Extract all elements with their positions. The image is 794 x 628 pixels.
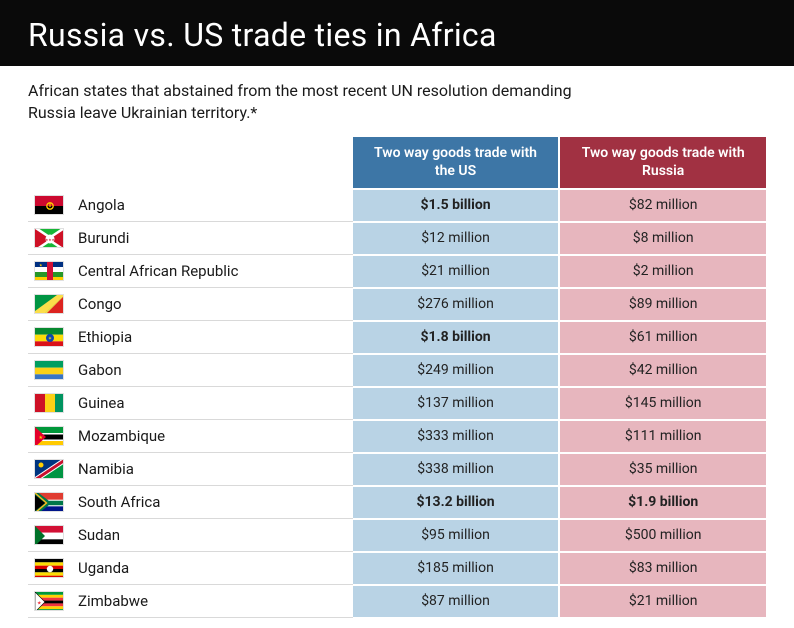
flag-icon [34,492,64,512]
russia-trade-value: $500 million [559,519,766,552]
country-name: Uganda [78,559,129,577]
country-cell: ★ Central African Republic [28,255,353,288]
country-cell: Namibia [28,453,353,486]
russia-trade-value: $2 million [559,255,766,288]
us-trade-value: $185 million [353,552,560,585]
us-trade-value: $87 million [353,585,560,618]
table-row: Gabon $249 million$42 million [28,354,766,387]
svg-text:★: ★ [39,263,43,268]
column-country-blank [28,137,353,189]
column-us-header: Two way goods trade with the US [353,137,560,189]
country-name: Mozambique [78,427,165,445]
flag-icon [34,525,64,545]
table-row: ★ Zimbabwe $87 million$21 million [28,585,766,618]
country-name: Zimbabwe [78,592,148,610]
russia-trade-value: $21 million [559,585,766,618]
country-cell: ✶ Ethiopia [28,321,353,354]
flag-icon [34,459,64,479]
flag-icon [34,393,64,413]
us-trade-value: $276 million [353,288,560,321]
table-row: ★★★ Burundi $12 million$8 million [28,222,766,255]
us-trade-value: $1.8 billion [353,321,560,354]
russia-trade-value: $1.9 billion [559,486,766,519]
russia-trade-value: $8 million [559,222,766,255]
svg-text:★: ★ [39,435,44,441]
table-row: Guinea $137 million$145 million [28,387,766,420]
country-name: Sudan [78,526,120,544]
russia-trade-value: $61 million [559,321,766,354]
country-cell: ★ Mozambique [28,420,353,453]
country-name: Guinea [78,394,125,412]
trade-table: Two way goods trade with the US Two way … [28,137,766,619]
table-row: Namibia $338 million$35 million [28,453,766,486]
russia-trade-value: $111 million [559,420,766,453]
russia-trade-value: $42 million [559,354,766,387]
table-row: South Africa $13.2 billion$1.9 billion [28,486,766,519]
country-cell: Uganda [28,552,353,585]
us-trade-value: $95 million [353,519,560,552]
country-name: Namibia [78,460,134,478]
country-name: Angola [78,196,125,214]
country-cell: Congo [28,288,353,321]
russia-trade-value: $82 million [559,189,766,222]
subtitle-text: African states that abstained from the m… [0,66,620,137]
flag-icon: ✶ [34,327,64,347]
country-cell: ★★★ Burundi [28,222,353,255]
russia-trade-value: $145 million [559,387,766,420]
table-row: ★ Mozambique $333 million$111 million [28,420,766,453]
table-row: Sudan $95 million$500 million [28,519,766,552]
country-cell: Guinea [28,387,353,420]
svg-text:★: ★ [37,601,42,607]
table-row: ★ Central African Republic $21 million$2… [28,255,766,288]
country-cell: Sudan [28,519,353,552]
table-row: ✶ Ethiopia $1.8 billion$61 million [28,321,766,354]
flag-icon: ★ [34,261,64,281]
table-row: Uganda $185 million$83 million [28,552,766,585]
country-cell: Gabon [28,354,353,387]
country-cell: South Africa [28,486,353,519]
page-title: Russia vs. US trade ties in Africa [28,16,766,54]
trade-table-wrap: Two way goods trade with the US Two way … [0,137,794,619]
us-trade-value: $1.5 billion [353,189,560,222]
flag-icon [34,360,64,380]
country-name: Burundi [78,229,129,247]
flag-icon [34,558,64,578]
country-name: South Africa [78,493,160,511]
svg-text:✶: ✶ [48,336,52,342]
flag-icon: ★ [34,591,64,611]
flag-icon: ★ [34,426,64,446]
table-header-row: Two way goods trade with the US Two way … [28,137,766,189]
column-ru-header: Two way goods trade with Russia [559,137,766,189]
svg-text:★★★: ★★★ [45,238,55,242]
flag-icon [34,294,64,314]
us-trade-value: $333 million [353,420,560,453]
us-trade-value: $338 million [353,453,560,486]
title-bar: Russia vs. US trade ties in Africa [0,0,794,66]
russia-trade-value: $35 million [559,453,766,486]
us-trade-value: $249 million [353,354,560,387]
table-row: Angola $1.5 billion$82 million [28,189,766,222]
us-trade-value: $13.2 billion [353,486,560,519]
us-trade-value: $12 million [353,222,560,255]
country-name: Central African Republic [78,262,238,280]
country-name: Congo [78,295,122,313]
russia-trade-value: $83 million [559,552,766,585]
russia-trade-value: $89 million [559,288,766,321]
table-row: Congo $276 million$89 million [28,288,766,321]
country-name: Ethiopia [78,328,132,346]
country-name: Gabon [78,361,122,379]
flag-icon [34,195,64,215]
us-trade-value: $21 million [353,255,560,288]
country-cell: ★ Zimbabwe [28,585,353,618]
flag-icon: ★★★ [34,228,64,248]
us-trade-value: $137 million [353,387,560,420]
country-cell: Angola [28,189,353,222]
